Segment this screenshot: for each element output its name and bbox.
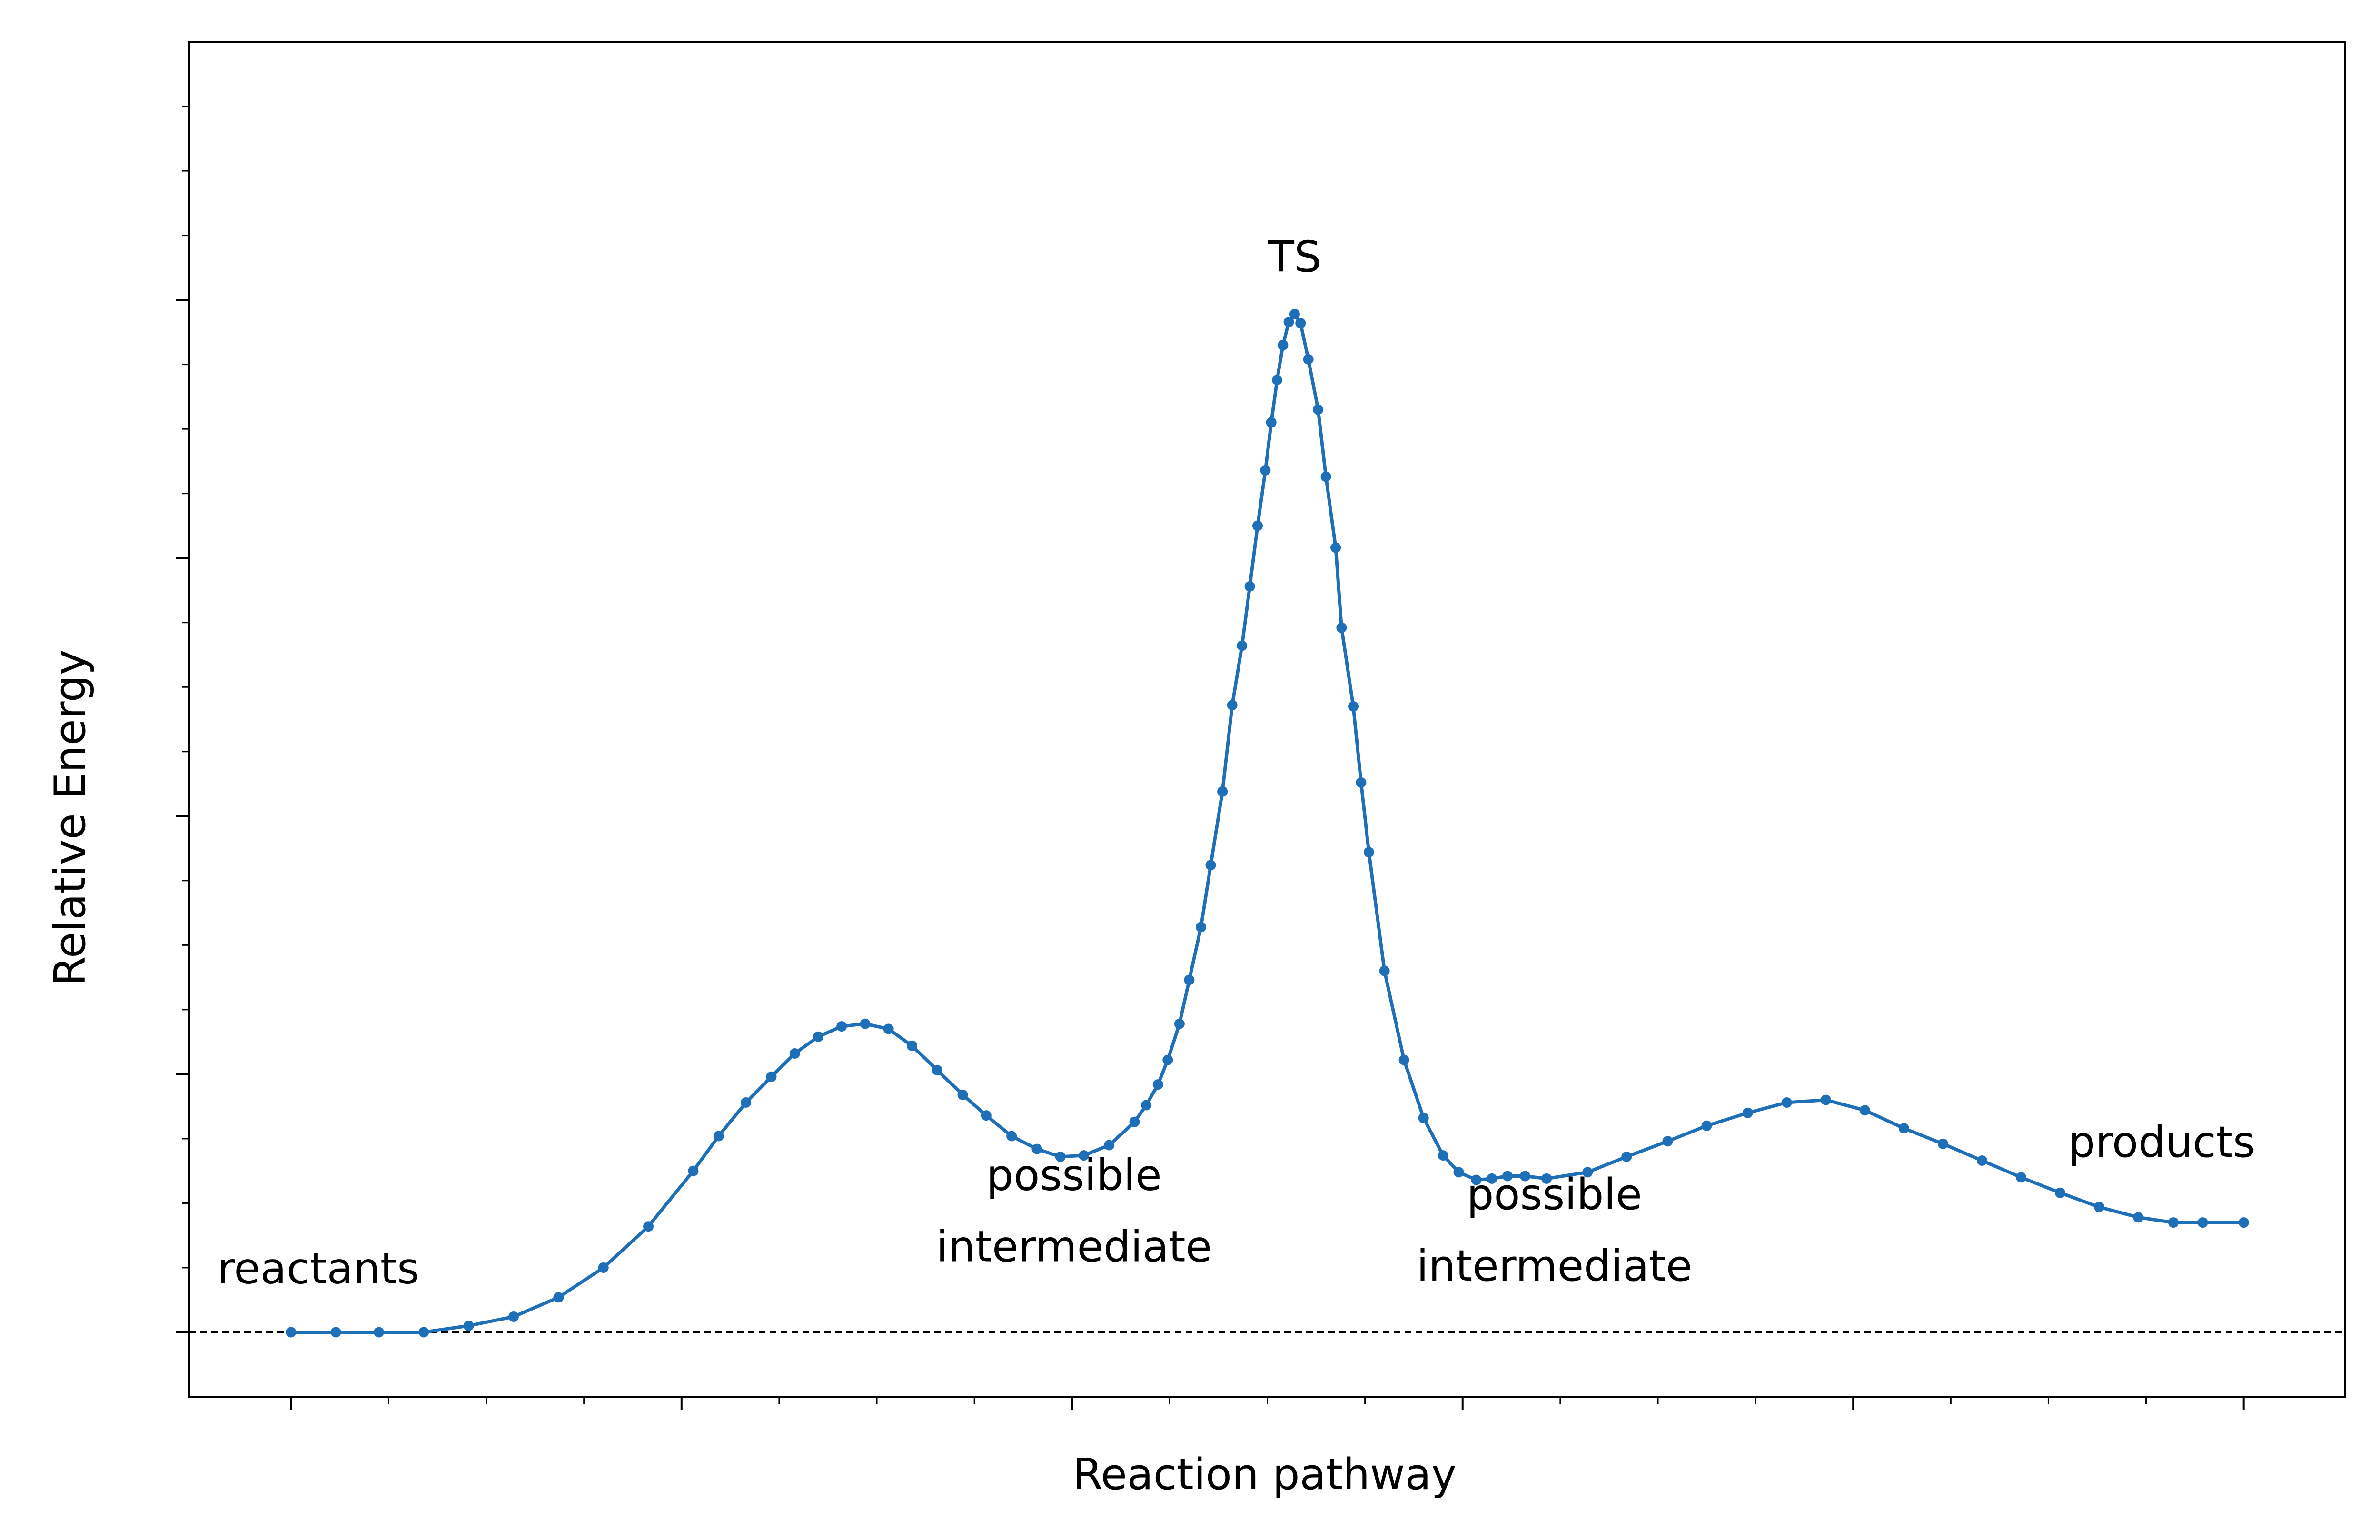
data-point-marker	[883, 1023, 894, 1034]
data-point-marker	[2094, 1202, 2105, 1212]
data-point-marker	[1621, 1151, 1632, 1162]
data-point-marker	[1055, 1151, 1066, 1162]
data-point-marker	[1252, 520, 1263, 531]
data-point-marker	[1976, 1155, 1987, 1166]
data-point-marker	[1303, 354, 1314, 365]
data-point-marker	[1937, 1138, 1948, 1149]
data-point-marker	[1662, 1136, 1673, 1147]
data-point-marker	[1031, 1143, 1042, 1154]
data-point-marker	[932, 1065, 943, 1076]
data-point-marker	[906, 1040, 917, 1051]
data-point-marker	[1313, 404, 1324, 415]
data-point-marker	[1278, 339, 1289, 350]
data-point-marker	[813, 1031, 823, 1042]
data-point-marker	[1502, 1171, 1513, 1182]
data-point-marker	[553, 1292, 564, 1303]
y-axis-label: Relative Energy	[45, 650, 95, 986]
data-point-marker	[1487, 1173, 1497, 1184]
data-point-marker	[1295, 318, 1306, 328]
data-point-marker	[1742, 1107, 1753, 1118]
data-point-marker	[1266, 417, 1277, 428]
data-point-marker	[1859, 1105, 1870, 1116]
data-point-marker	[1336, 622, 1347, 633]
data-point-marker	[1418, 1113, 1429, 1123]
data-point-marker	[1237, 640, 1248, 651]
data-point-marker	[1471, 1174, 1482, 1185]
data-point-marker	[643, 1221, 654, 1232]
annotation-int2-line-2: intermediate	[1417, 1241, 1692, 1291]
data-point-marker	[860, 1018, 871, 1029]
data-point-marker	[2197, 1217, 2208, 1228]
data-point-marker	[1260, 465, 1271, 476]
data-point-marker	[1152, 1079, 1163, 1090]
data-point-marker	[1541, 1173, 1552, 1184]
annotation-int2-line-1: possible	[1467, 1170, 1642, 1220]
data-point-marker	[1006, 1131, 1017, 1142]
data-point-marker	[1205, 860, 1216, 871]
data-point-marker	[1320, 471, 1331, 482]
data-point-marker	[1348, 701, 1359, 712]
data-point-marker	[1379, 965, 1390, 976]
data-point-marker	[957, 1089, 968, 1100]
data-point-marker	[1898, 1123, 1909, 1134]
data-point-marker	[1820, 1094, 1831, 1105]
data-point-marker	[286, 1327, 297, 1338]
data-point-marker	[1283, 317, 1294, 328]
data-point-marker	[2238, 1217, 2249, 1228]
annotation-products: products	[2068, 1117, 2255, 1167]
data-point-marker	[1162, 1054, 1173, 1065]
data-point-marker	[789, 1048, 800, 1059]
data-point-marker	[1453, 1167, 1464, 1178]
data-point-marker	[1330, 542, 1341, 553]
data-point-marker	[766, 1071, 777, 1082]
data-point-marker	[1078, 1150, 1089, 1161]
annotation-int1-line-1: possible	[986, 1150, 1161, 1200]
data-point-marker	[330, 1327, 341, 1338]
data-point-marker	[1363, 847, 1374, 858]
data-point-marker	[981, 1110, 992, 1121]
annotation-reactants: reactants	[217, 1243, 419, 1293]
data-point-marker	[463, 1320, 474, 1331]
data-point-marker	[836, 1021, 847, 1032]
data-point-marker	[1582, 1167, 1593, 1178]
data-point-marker	[1398, 1054, 1409, 1065]
data-point-marker	[1196, 922, 1207, 933]
data-point-marker	[1184, 974, 1195, 985]
data-point-marker	[688, 1165, 699, 1176]
data-point-marker	[1227, 700, 1238, 711]
data-point-marker	[1356, 777, 1367, 788]
data-point-marker	[418, 1327, 429, 1338]
data-point-marker	[1174, 1018, 1185, 1029]
data-point-marker	[2055, 1187, 2066, 1198]
data-point-marker	[1520, 1171, 1531, 1182]
data-point-marker	[713, 1131, 724, 1142]
data-point-marker	[2168, 1217, 2179, 1228]
annotation-int1-line-2: intermediate	[936, 1222, 1212, 1272]
data-point-marker	[2016, 1172, 2027, 1183]
data-point-marker	[1129, 1116, 1140, 1127]
data-point-marker	[2133, 1212, 2144, 1223]
data-point-marker	[1244, 581, 1255, 592]
data-point-marker	[1438, 1150, 1448, 1161]
data-point-marker	[373, 1327, 384, 1338]
data-point-marker	[1272, 375, 1283, 386]
data-point-marker	[1701, 1120, 1712, 1131]
x-axis-label: Reaction pathway	[1073, 1450, 1457, 1500]
data-point-marker	[1289, 308, 1300, 319]
plot-area: reactants possible intermediate TS possible i…	[176, 41, 2346, 1410]
data-point-marker	[508, 1311, 519, 1322]
data-point-marker	[1104, 1140, 1115, 1151]
annotation-ts: TS	[1268, 232, 1321, 282]
data-point-marker	[741, 1097, 752, 1108]
data-point-marker	[1217, 786, 1228, 797]
data-point-marker	[598, 1262, 609, 1273]
data-point-marker	[1141, 1100, 1152, 1111]
data-point-marker	[1781, 1097, 1792, 1108]
